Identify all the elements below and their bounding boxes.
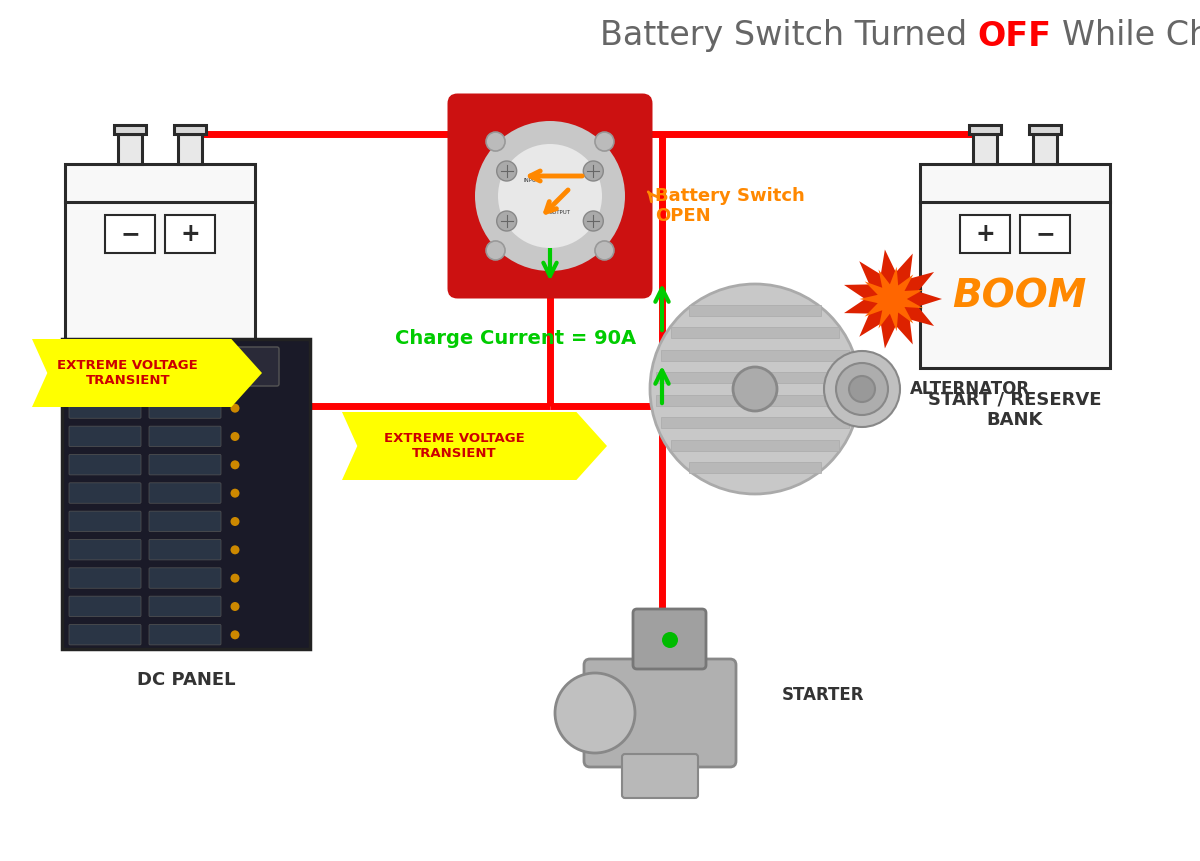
Polygon shape [973,133,997,164]
FancyBboxPatch shape [656,394,854,406]
Circle shape [583,161,604,181]
Polygon shape [342,412,607,480]
Text: Battery Switch
OPEN: Battery Switch OPEN [655,187,805,226]
Circle shape [230,517,240,526]
FancyBboxPatch shape [70,398,142,418]
FancyBboxPatch shape [656,372,854,383]
FancyBboxPatch shape [70,455,142,475]
FancyBboxPatch shape [70,596,142,616]
Polygon shape [960,215,1010,253]
Text: −: − [120,222,140,246]
Polygon shape [844,250,942,349]
Circle shape [595,241,614,260]
Polygon shape [920,164,1110,369]
Circle shape [230,602,240,611]
FancyBboxPatch shape [671,327,839,338]
Circle shape [497,211,517,231]
Circle shape [848,376,875,402]
FancyBboxPatch shape [584,659,736,767]
FancyBboxPatch shape [660,350,850,361]
Text: ALTERNATOR: ALTERNATOR [910,380,1030,398]
Polygon shape [1020,215,1070,253]
Text: EXTREME VOLTAGE
TRANSIENT: EXTREME VOLTAGE TRANSIENT [58,359,198,387]
Polygon shape [1033,133,1057,164]
Polygon shape [106,215,155,253]
FancyBboxPatch shape [448,94,653,299]
Circle shape [824,351,900,427]
Text: Battery Switch Turned: Battery Switch Turned [600,20,977,53]
FancyBboxPatch shape [149,511,221,531]
FancyBboxPatch shape [689,462,821,474]
Text: OUTPUT: OUTPUT [550,209,571,214]
Text: HOUSE BANK: HOUSE BANK [94,391,227,408]
Circle shape [662,632,678,648]
FancyBboxPatch shape [62,339,310,649]
Polygon shape [174,125,206,133]
FancyBboxPatch shape [149,483,221,503]
FancyBboxPatch shape [660,418,850,428]
Circle shape [554,673,635,753]
Polygon shape [32,339,262,407]
Circle shape [733,367,778,411]
Text: Charge Current = 90A: Charge Current = 90A [395,330,636,349]
Text: INPUT: INPUT [524,177,540,183]
FancyBboxPatch shape [70,540,142,560]
Circle shape [497,161,517,181]
Circle shape [475,121,625,271]
Circle shape [230,573,240,583]
FancyBboxPatch shape [671,440,839,451]
Text: DC PANEL: DC PANEL [137,671,235,689]
Text: While Charging: While Charging [1062,20,1200,53]
FancyBboxPatch shape [149,596,221,616]
FancyBboxPatch shape [149,455,221,475]
Polygon shape [166,215,215,253]
FancyBboxPatch shape [622,754,698,798]
Circle shape [595,132,614,151]
Polygon shape [1030,125,1061,133]
FancyBboxPatch shape [70,483,142,503]
FancyBboxPatch shape [149,624,221,645]
FancyBboxPatch shape [95,347,278,386]
FancyBboxPatch shape [149,398,221,418]
Text: EXTREME VOLTAGE
TRANSIENT: EXTREME VOLTAGE TRANSIENT [384,432,524,460]
FancyBboxPatch shape [634,609,706,669]
FancyBboxPatch shape [689,305,821,316]
Circle shape [486,132,505,151]
Polygon shape [178,133,202,164]
FancyBboxPatch shape [70,426,142,447]
Text: +: + [976,222,995,246]
Circle shape [498,144,602,248]
Polygon shape [65,164,254,369]
Text: −: − [1036,222,1055,246]
Circle shape [230,630,240,640]
FancyBboxPatch shape [149,540,221,560]
Text: +: + [180,222,200,246]
FancyBboxPatch shape [70,511,142,531]
Circle shape [583,211,604,231]
Circle shape [486,241,505,260]
Circle shape [650,284,860,494]
Polygon shape [859,267,923,331]
Text: START / RESERVE
BANK: START / RESERVE BANK [929,391,1102,430]
Circle shape [230,432,240,441]
Text: BOOM: BOOM [952,278,1086,316]
FancyBboxPatch shape [70,567,142,588]
Circle shape [230,545,240,554]
FancyBboxPatch shape [149,426,221,447]
Text: OFF: OFF [977,20,1051,53]
Circle shape [230,461,240,469]
FancyBboxPatch shape [149,567,221,588]
Polygon shape [114,125,146,133]
Polygon shape [118,133,142,164]
FancyBboxPatch shape [70,624,142,645]
Circle shape [836,363,888,415]
Text: STARTER: STARTER [782,686,864,704]
Circle shape [230,489,240,498]
Circle shape [230,404,240,412]
Polygon shape [970,125,1001,133]
